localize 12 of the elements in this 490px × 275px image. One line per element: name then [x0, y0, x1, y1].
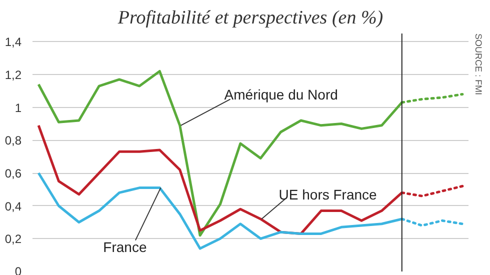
source-note: SOURCE : FMI [474, 34, 484, 96]
chart-title: Profitabilité et perspectives (en %) [116, 8, 384, 28]
y-tick-label: 0,2 [4, 232, 22, 246]
y-tick-label: 0,6 [4, 166, 22, 181]
series-label: Amérique du Nord [224, 86, 338, 102]
y-tick-label: 0,4 [4, 199, 22, 214]
y-tick-label: 1,4 [4, 35, 22, 50]
series-label: France [103, 239, 147, 256]
series-label: UE hors France [278, 186, 378, 203]
y-tick-label: 1 [14, 100, 22, 115]
y-tick-label: 1,2 [4, 68, 22, 82]
y-tick-label: 0,8 [4, 134, 22, 148]
